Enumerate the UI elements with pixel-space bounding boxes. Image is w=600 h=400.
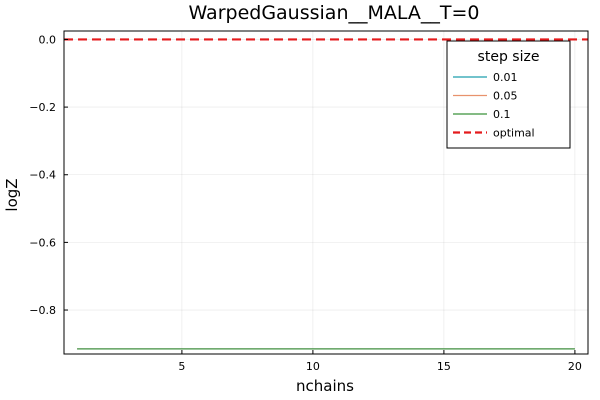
legend-label: 0.05 [493, 90, 518, 103]
x-axis-label: nchains [296, 377, 354, 395]
legend-label: optimal [493, 127, 535, 140]
legend-box [446, 40, 571, 149]
chart-title: WarpedGaussian__MALA__T=0 [188, 2, 479, 24]
y-tick-label: −0.8 [29, 304, 56, 317]
y-tick-label: −0.4 [29, 169, 56, 182]
plot-frame [63, 30, 589, 355]
y-tick-label: 0.0 [39, 33, 57, 46]
x-tick-label: 10 [306, 360, 320, 373]
y-axis-label: logZ [3, 178, 21, 211]
legend-label: 0.1 [493, 108, 511, 121]
x-tick-label: 20 [568, 360, 582, 373]
x-tick-label: 5 [178, 360, 185, 373]
legend-title: step size [478, 49, 540, 65]
x-tick-label: 15 [437, 360, 451, 373]
legend-label: 0.01 [493, 71, 518, 84]
y-tick-label: −0.2 [29, 101, 56, 114]
y-tick-label: −0.6 [29, 236, 56, 249]
